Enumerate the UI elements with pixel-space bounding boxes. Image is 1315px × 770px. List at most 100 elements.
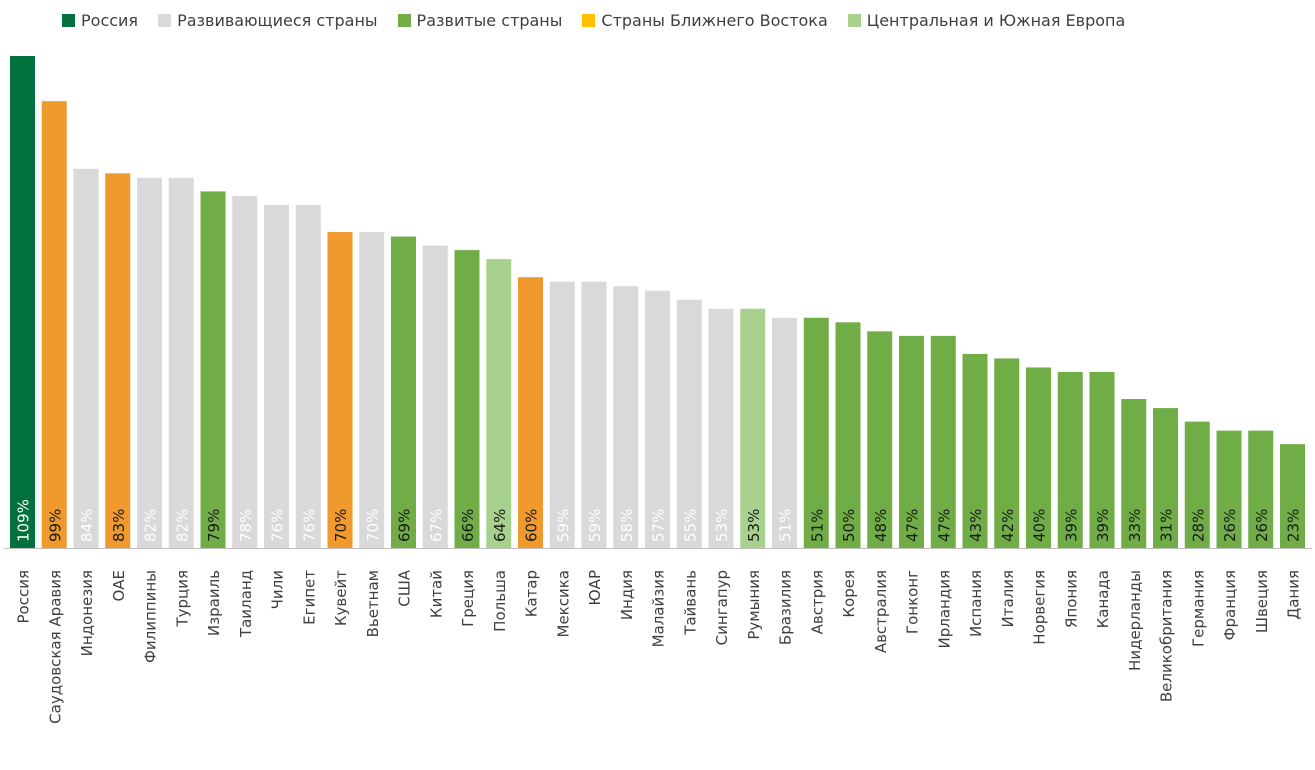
legend-label: Развитые страны xyxy=(416,10,563,30)
bar-26 xyxy=(835,322,861,548)
bar-40 xyxy=(1280,444,1305,548)
data-label: 50% xyxy=(840,509,858,542)
category-label: Польша xyxy=(491,570,509,632)
data-label: 39% xyxy=(1094,509,1112,542)
category-label: Бразилия xyxy=(777,570,795,645)
data-label: 40% xyxy=(1031,509,1049,542)
bar-7 xyxy=(232,195,258,548)
bar-17 xyxy=(549,281,575,548)
data-label: 51% xyxy=(808,509,826,542)
bar-32 xyxy=(1026,367,1051,548)
category-label: Россия xyxy=(15,570,33,624)
category-label: Вьетнам xyxy=(364,570,382,637)
category-label: Таиланд xyxy=(237,570,255,638)
legend-item-middle-east: Страны Ближнего Востока xyxy=(582,11,828,30)
bar-3 xyxy=(105,173,131,549)
category-label: Филиппины xyxy=(142,570,160,663)
data-label: 42% xyxy=(999,509,1017,542)
bar-13 xyxy=(422,245,448,548)
data-label: 47% xyxy=(935,509,953,542)
category-label: Япония xyxy=(1062,570,1080,628)
bar-36 xyxy=(1153,408,1178,548)
category-label: Ирландия xyxy=(935,570,953,648)
category-label: Нидерланды xyxy=(1126,570,1144,671)
data-label: 84% xyxy=(78,509,96,542)
category-label: Канада xyxy=(1094,570,1112,628)
bar-5 xyxy=(168,177,194,548)
bar-12 xyxy=(391,236,416,548)
category-label: ОАЕ xyxy=(110,570,128,602)
category-label: Индия xyxy=(618,570,636,620)
bar-21 xyxy=(676,299,702,548)
data-label: 23% xyxy=(1285,509,1303,542)
data-label: 109% xyxy=(15,499,33,542)
bar-22 xyxy=(708,308,734,548)
bar-30 xyxy=(962,353,988,548)
bar-24 xyxy=(772,317,797,548)
data-label: 26% xyxy=(1221,509,1239,542)
data-label: 33% xyxy=(1126,509,1144,542)
bar-2 xyxy=(73,168,99,548)
bar-0 xyxy=(10,56,35,548)
bar-37 xyxy=(1184,421,1210,548)
legend-item-developed: Развитые страны xyxy=(397,10,563,30)
bar-39 xyxy=(1248,430,1274,548)
category-label: Египет xyxy=(300,570,318,625)
bar-9 xyxy=(295,204,321,548)
bar-35 xyxy=(1121,399,1147,548)
category-label: Турция xyxy=(173,570,191,628)
legend-swatch-cse xyxy=(847,13,861,27)
data-label: 26% xyxy=(1253,509,1271,542)
data-label: 70% xyxy=(332,509,350,542)
data-label: 79% xyxy=(205,509,223,542)
bar-31 xyxy=(994,358,1020,548)
bar-15 xyxy=(486,259,512,548)
legend-swatch-developed xyxy=(397,13,411,27)
bar-29 xyxy=(930,335,956,548)
category-label: Сингапур xyxy=(713,570,731,645)
legend-label: Центральная и Южная Европа xyxy=(866,10,1126,30)
bar-16 xyxy=(518,277,543,548)
category-label: Австралия xyxy=(872,570,890,653)
legend-label: Россия xyxy=(81,10,139,30)
category-label: Норвегия xyxy=(1031,570,1049,645)
bar-33 xyxy=(1057,371,1083,548)
data-label: 69% xyxy=(396,509,414,542)
data-label: 47% xyxy=(904,509,922,542)
category-label: Индонезия xyxy=(78,570,96,656)
data-label: 67% xyxy=(427,509,445,542)
bar-27 xyxy=(867,331,893,548)
data-label: 76% xyxy=(300,509,318,542)
bar-20 xyxy=(645,290,670,548)
data-label: 53% xyxy=(745,509,763,542)
data-label: 43% xyxy=(967,509,985,542)
data-label: 53% xyxy=(713,509,731,542)
legend-swatch-emerging xyxy=(158,13,172,27)
category-label: Италия xyxy=(999,570,1017,628)
bar-8 xyxy=(264,204,289,548)
category-label: Великобритания xyxy=(1158,570,1176,702)
data-label: 59% xyxy=(586,509,604,542)
bar-19 xyxy=(613,286,639,548)
bar-14 xyxy=(454,250,480,548)
bar-10 xyxy=(327,232,353,549)
data-label: 64% xyxy=(491,509,509,542)
data-label: 51% xyxy=(777,509,795,542)
category-label: Чили xyxy=(269,570,287,609)
data-label: 31% xyxy=(1158,509,1176,542)
bar-38 xyxy=(1216,430,1242,548)
category-label: Тайвань xyxy=(681,570,699,636)
category-label: Корея xyxy=(840,570,858,618)
bar-28 xyxy=(899,335,924,548)
legend-item-russia: Россия xyxy=(62,11,138,30)
data-label: 60% xyxy=(523,509,541,542)
category-label: Швеция xyxy=(1253,570,1271,633)
category-label: Саудовская Аравия xyxy=(46,570,64,724)
bar-11 xyxy=(359,232,385,549)
data-label: 82% xyxy=(173,509,191,542)
data-label: 83% xyxy=(110,509,128,542)
category-label: Испания xyxy=(967,570,985,637)
data-label: 59% xyxy=(554,509,572,542)
